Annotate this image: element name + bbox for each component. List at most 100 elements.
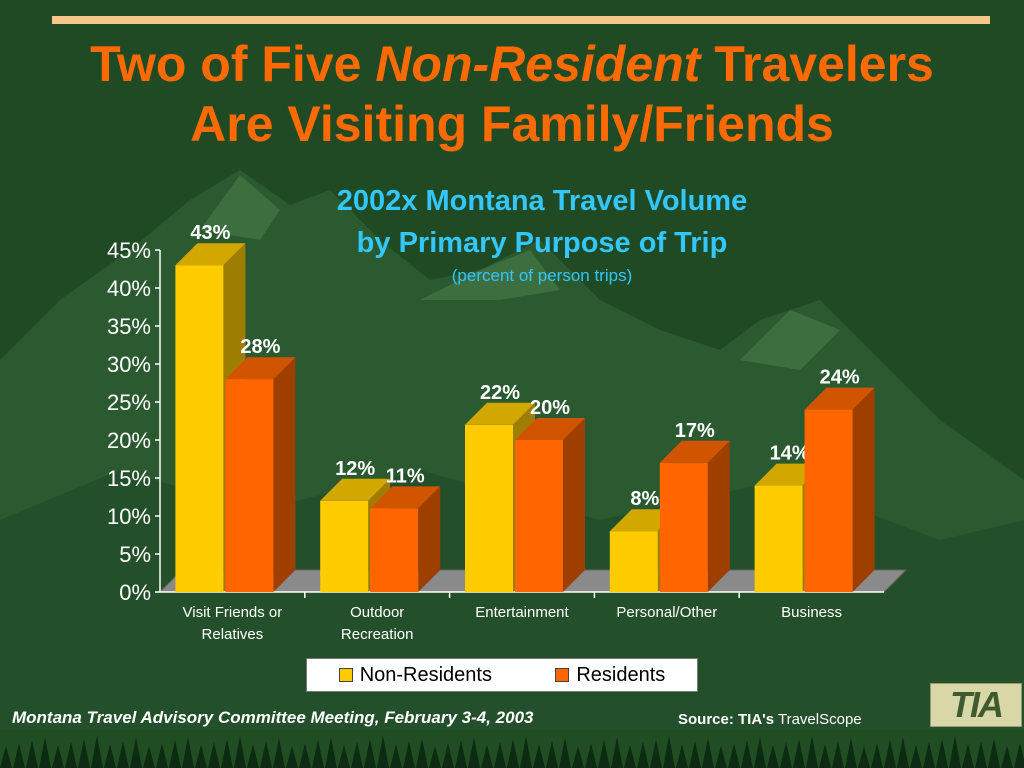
y-tick-label: 40% bbox=[107, 276, 151, 301]
legend-item-non-residents: Non-Residents bbox=[338, 664, 492, 687]
title-line-2: Are Visiting Family/Friends bbox=[190, 96, 834, 152]
tree-shape bbox=[468, 737, 480, 768]
bar-non-residents bbox=[609, 531, 658, 592]
bar-side-residents bbox=[707, 440, 730, 592]
tree-shape bbox=[572, 746, 584, 768]
tree-shape bbox=[429, 746, 441, 768]
bar-residents bbox=[225, 379, 274, 592]
tree-shape bbox=[338, 745, 350, 768]
tree-shape bbox=[676, 744, 688, 768]
chart-subtitle: (percent of person trips) bbox=[451, 266, 633, 285]
bar-residents bbox=[659, 462, 708, 592]
y-tick-label: 10% bbox=[107, 504, 151, 529]
top-rule bbox=[52, 16, 990, 24]
tree-shape bbox=[585, 743, 597, 768]
tree-shape bbox=[793, 739, 805, 768]
tree-shape bbox=[884, 740, 896, 768]
tree-shape bbox=[533, 744, 545, 768]
tia-logo: TIA bbox=[930, 683, 1022, 727]
data-label-non-residents: 22% bbox=[480, 382, 520, 404]
tree-shape bbox=[897, 737, 909, 768]
y-tick-label: 35% bbox=[107, 314, 151, 339]
tree-shape bbox=[910, 745, 922, 768]
tree-shape bbox=[507, 739, 519, 768]
tree-shape bbox=[13, 743, 25, 768]
data-label-non-residents: 43% bbox=[190, 222, 230, 244]
bar-non-residents bbox=[754, 485, 803, 592]
y-tick-label: 30% bbox=[107, 352, 151, 377]
data-label-residents: 24% bbox=[820, 367, 860, 389]
y-tick-label: 25% bbox=[107, 390, 151, 415]
tree-shape bbox=[494, 742, 506, 768]
title-line-1: Two of Five Non-Resident Travelers bbox=[90, 36, 934, 92]
legend-swatch-residents bbox=[555, 668, 570, 682]
tree-shape bbox=[52, 745, 64, 768]
y-tick-label: 15% bbox=[107, 466, 151, 491]
tree-shape bbox=[689, 741, 701, 768]
chart-title-line-2: by Primary Purpose of Trip bbox=[356, 227, 728, 259]
tree-shape bbox=[754, 737, 766, 768]
legend-swatch-non-residents bbox=[338, 668, 353, 682]
data-label-residents: 11% bbox=[386, 465, 425, 487]
tree-shape bbox=[260, 741, 272, 768]
bar-side-residents bbox=[563, 418, 585, 592]
x-tick-label: Visit Friends or bbox=[183, 604, 283, 621]
tree-shape bbox=[442, 743, 454, 768]
footer-source-label: Source: TIA's bbox=[678, 711, 775, 728]
tree-shape bbox=[364, 739, 376, 768]
tree-shape bbox=[702, 738, 714, 768]
bar-chart: 0% 5% 10% 15% 20% 25% 30% 35% 40% 45% 43% 28% Visit … bbox=[107, 222, 908, 643]
tree-border bbox=[0, 730, 1024, 768]
footer-source-name: TravelScope bbox=[774, 711, 862, 728]
tree-shape bbox=[78, 739, 90, 768]
tree-shape bbox=[819, 744, 831, 768]
tree-shape bbox=[104, 744, 116, 768]
tree-shape bbox=[520, 736, 532, 768]
tree-shape bbox=[559, 738, 571, 768]
x-tick-label: Personal/Other bbox=[616, 604, 717, 621]
tree-shape bbox=[845, 738, 857, 768]
tree-shape bbox=[312, 740, 324, 768]
tree-shape bbox=[741, 740, 753, 768]
tree-shape bbox=[390, 744, 402, 768]
y-tick-label: 20% bbox=[107, 428, 151, 453]
tree-shape bbox=[26, 740, 38, 768]
tree-shape bbox=[624, 745, 636, 768]
tree-shape bbox=[715, 746, 727, 768]
tree-shape bbox=[975, 741, 987, 768]
bar-side-residents bbox=[273, 357, 296, 592]
tree-shape bbox=[299, 743, 311, 768]
bar-top-non-residents bbox=[465, 402, 535, 425]
bar-top-residents bbox=[804, 387, 875, 410]
tree-shape bbox=[962, 744, 974, 768]
tree-shape bbox=[1001, 746, 1013, 768]
tree-shape bbox=[403, 741, 415, 768]
bar-top-residents bbox=[515, 418, 585, 440]
x-tick-label: Outdoor bbox=[350, 604, 404, 621]
tree-shape bbox=[286, 746, 298, 768]
tree-shape bbox=[871, 743, 883, 768]
tree-shape bbox=[208, 742, 220, 768]
tia-logo-text: TIA bbox=[950, 684, 1004, 725]
bar-top-non-residents bbox=[320, 478, 391, 501]
tree-shape bbox=[117, 741, 129, 768]
tree-shape bbox=[182, 737, 194, 768]
bar-non-residents bbox=[175, 265, 224, 592]
bar-top-non-residents bbox=[175, 243, 246, 266]
bar-top-residents bbox=[225, 357, 296, 380]
bar-top-residents bbox=[659, 440, 730, 463]
tree-shape bbox=[663, 736, 675, 768]
x-tick-label: Entertainment bbox=[475, 604, 569, 621]
y-tick-label: 0% bbox=[119, 580, 151, 605]
chart-legend: Non-Residents Residents bbox=[306, 658, 698, 692]
tree-shape bbox=[546, 741, 558, 768]
data-label-non-residents: 8% bbox=[630, 488, 659, 510]
data-label-residents: 17% bbox=[675, 420, 715, 442]
tree-shape bbox=[923, 742, 935, 768]
tree-shape bbox=[156, 743, 168, 768]
tree-shape bbox=[455, 740, 467, 768]
tree-shape bbox=[728, 743, 740, 768]
tree-shape bbox=[416, 738, 428, 768]
tree-shape bbox=[0, 746, 12, 768]
bar-non-residents bbox=[465, 424, 513, 592]
